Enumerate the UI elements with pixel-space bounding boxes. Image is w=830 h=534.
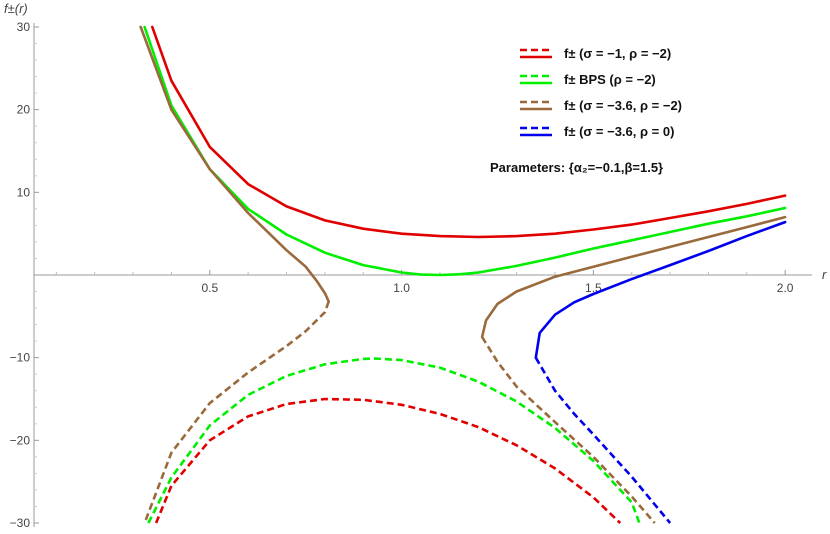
- y-tick-label: −20: [10, 433, 31, 447]
- series-line-dashed: [534, 357, 672, 524]
- y-tick-label: 20: [17, 103, 31, 117]
- y-tick-label: 30: [17, 20, 31, 34]
- legend: f± (σ = −1, ρ = −2) f± BPS (ρ = −2) f± (σ …: [520, 46, 682, 139]
- series-line-dashed: [147, 357, 641, 524]
- series-4: [534, 220, 787, 524]
- series-3: [139, 25, 787, 524]
- y-tick-label: −10: [10, 351, 31, 365]
- legend-label: f± (σ = −3.6, ρ = −2): [564, 98, 682, 113]
- legend-item: f± (σ = −3.6, ρ = 0): [520, 124, 674, 139]
- y-tick-label: −30: [10, 516, 31, 530]
- series-line-dashed: [154, 397, 622, 524]
- legend-label: f± (σ = −1, ρ = −2): [564, 46, 671, 61]
- legend-label: f± BPS (ρ = −2): [564, 72, 656, 87]
- legend-label: f± (σ = −3.6, ρ = 0): [564, 124, 674, 139]
- legend-item: f± (σ = −1, ρ = −2): [520, 46, 671, 61]
- parameters-annotation: Parameters: {α₂=−0.1,β=1.5}: [490, 160, 663, 175]
- legend-item: f± (σ = −3.6, ρ = −2): [520, 98, 682, 113]
- series-line-solid: [480, 215, 787, 339]
- series-2: [143, 25, 787, 524]
- series-layer: [139, 25, 787, 524]
- series-line-solid: [534, 220, 787, 359]
- x-tick-label: 2.0: [777, 281, 794, 295]
- x-axis-label: r: [822, 267, 827, 282]
- series-line-solid: [151, 25, 787, 239]
- x-tick-label: 0.5: [201, 281, 218, 295]
- series-line-dashed: [480, 336, 656, 524]
- series-line-solid: [143, 25, 787, 277]
- x-tick-label: 1.0: [393, 281, 410, 295]
- y-tick-label: 10: [17, 185, 31, 199]
- series-line-dashed: [143, 301, 330, 524]
- series-line-solid: [139, 25, 330, 303]
- series-1: [151, 25, 787, 524]
- y-axis-label: f±(r): [4, 1, 28, 16]
- legend-item: f± BPS (ρ = −2): [520, 72, 656, 87]
- y-ticks: −30 −20 −10 10 20 30: [10, 20, 39, 530]
